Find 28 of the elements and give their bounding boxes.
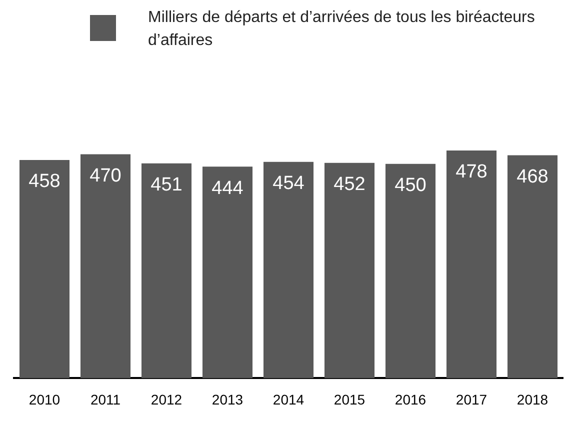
data-label: 452 <box>334 174 366 196</box>
data-label: 470 <box>90 166 122 187</box>
data-label: 478 <box>456 162 488 183</box>
bar <box>507 155 558 378</box>
bar <box>446 150 497 378</box>
x-tick-label: 2015 <box>334 391 366 408</box>
data-label: 468 <box>516 166 548 188</box>
x-tick-label: 2014 <box>272 391 304 408</box>
x-tick-label: 2016 <box>394 391 426 408</box>
bar <box>19 160 70 378</box>
bar <box>202 166 253 378</box>
data-label: 458 <box>28 171 60 192</box>
x-tick-label: 2011 <box>90 391 121 408</box>
x-tick-label: 2017 <box>456 391 488 408</box>
x-tick-label: 2012 <box>150 391 182 408</box>
bar <box>385 164 436 378</box>
bar <box>324 162 375 378</box>
data-label: 451 <box>150 174 182 196</box>
bar <box>80 154 131 378</box>
data-label: 450 <box>394 175 426 196</box>
bar <box>263 162 314 378</box>
x-tick-label: 2010 <box>28 391 60 408</box>
x-tick-label: 2018 <box>516 391 548 408</box>
data-label: 454 <box>272 173 305 194</box>
data-label: 444 <box>212 178 244 199</box>
bar <box>141 163 192 378</box>
x-tick-label: 2013 <box>212 391 244 408</box>
legend-label: Milliers de départs et d’arrivées de tous les biréacteurs d’affaires <box>148 8 536 51</box>
